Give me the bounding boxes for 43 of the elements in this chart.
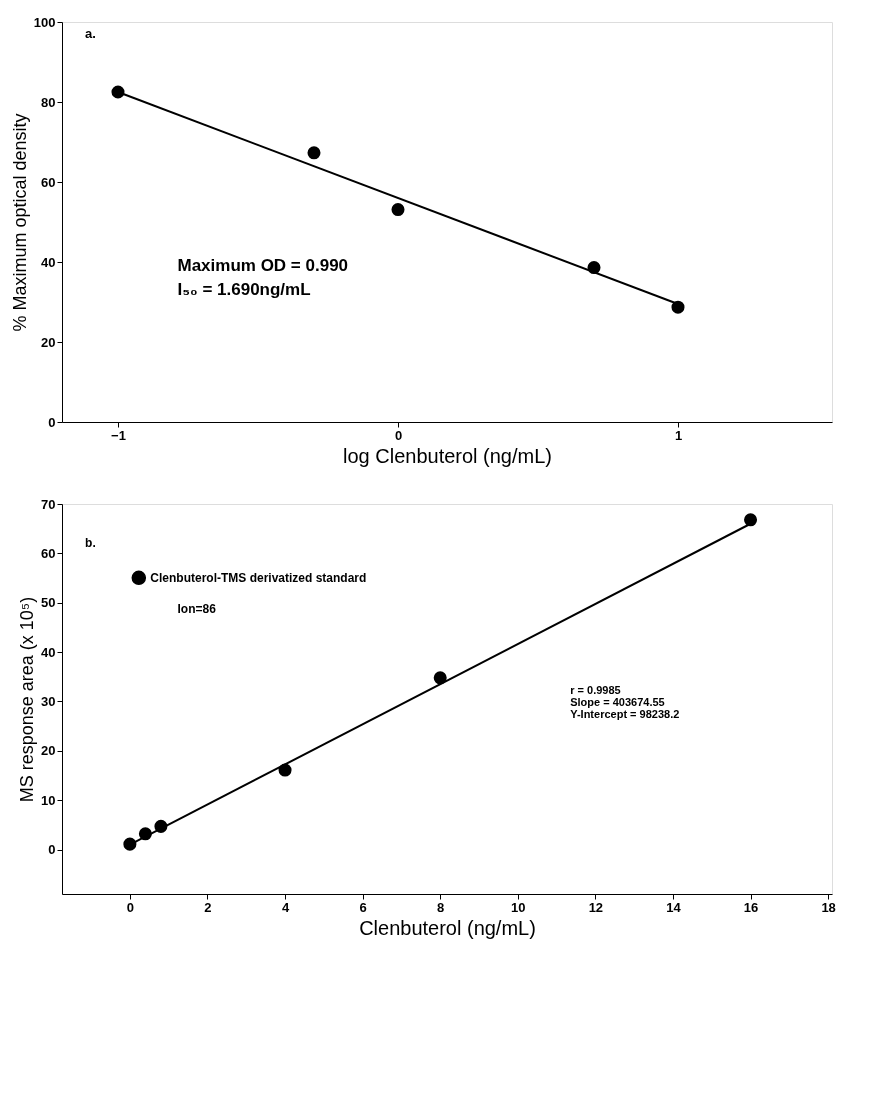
legend-label: Clenbuterol-TMS derivatized standard: [150, 570, 367, 585]
y-tick-label: 10: [41, 792, 56, 808]
y-tick-label: 40: [41, 644, 56, 660]
y-tick-label: 80: [41, 94, 56, 110]
x-tick-label: 14: [666, 899, 682, 915]
x-tick-label: 1: [674, 427, 683, 443]
annotation: b.: [85, 536, 96, 550]
annotation: a.: [85, 26, 96, 41]
x-tick-label: 0: [394, 427, 403, 443]
x-axis-title: log Clenbuterol (ng/mL): [343, 444, 552, 467]
x-tick-label: 12: [588, 899, 604, 915]
x-tick-label: 10: [511, 899, 526, 915]
y-tick-label: 40: [41, 254, 56, 270]
y-tick-label: 0: [48, 414, 56, 430]
annotation: Ion=86: [177, 602, 217, 617]
y-tick-label: 50: [41, 595, 56, 611]
annotation: Maximum OD = 0.990: [177, 256, 349, 275]
y-axis-title: MS response area (x 10⁵): [17, 596, 38, 803]
y-axis-title: % Maximum optical density: [9, 113, 30, 332]
point: [391, 203, 405, 217]
x-tick-label: 4: [281, 899, 290, 915]
annotation: Slope = 403674.55: [570, 695, 665, 708]
y-tick-label: 100: [33, 14, 56, 30]
point: [307, 146, 321, 160]
x-tick-label: 16: [743, 899, 759, 915]
y-tick-label: 20: [41, 743, 56, 759]
x-tick-label: −1: [111, 427, 126, 443]
y-tick-label: 30: [41, 693, 56, 709]
x-tick-label: 0: [126, 899, 134, 915]
annotation: Y-Intercept = 98238.2: [570, 707, 680, 720]
y-tick-label: 20: [41, 334, 56, 350]
annotation: I₅₀ = 1.690ng/mL: [177, 280, 311, 299]
x-tick-label: 18: [821, 899, 836, 915]
x-tick-label: 8: [437, 899, 445, 915]
y-tick-label: 60: [41, 174, 56, 190]
point: [744, 513, 758, 527]
y-tick-label: 70: [41, 496, 56, 512]
annotation: r = 0.9985: [570, 684, 621, 697]
x-axis-title: Clenbuterol (ng/mL): [359, 916, 536, 939]
x-tick-label: 2: [204, 899, 212, 915]
x-tick-label: 6: [359, 899, 367, 915]
y-tick-label: 0: [48, 842, 56, 858]
y-tick-label: 60: [41, 545, 56, 561]
